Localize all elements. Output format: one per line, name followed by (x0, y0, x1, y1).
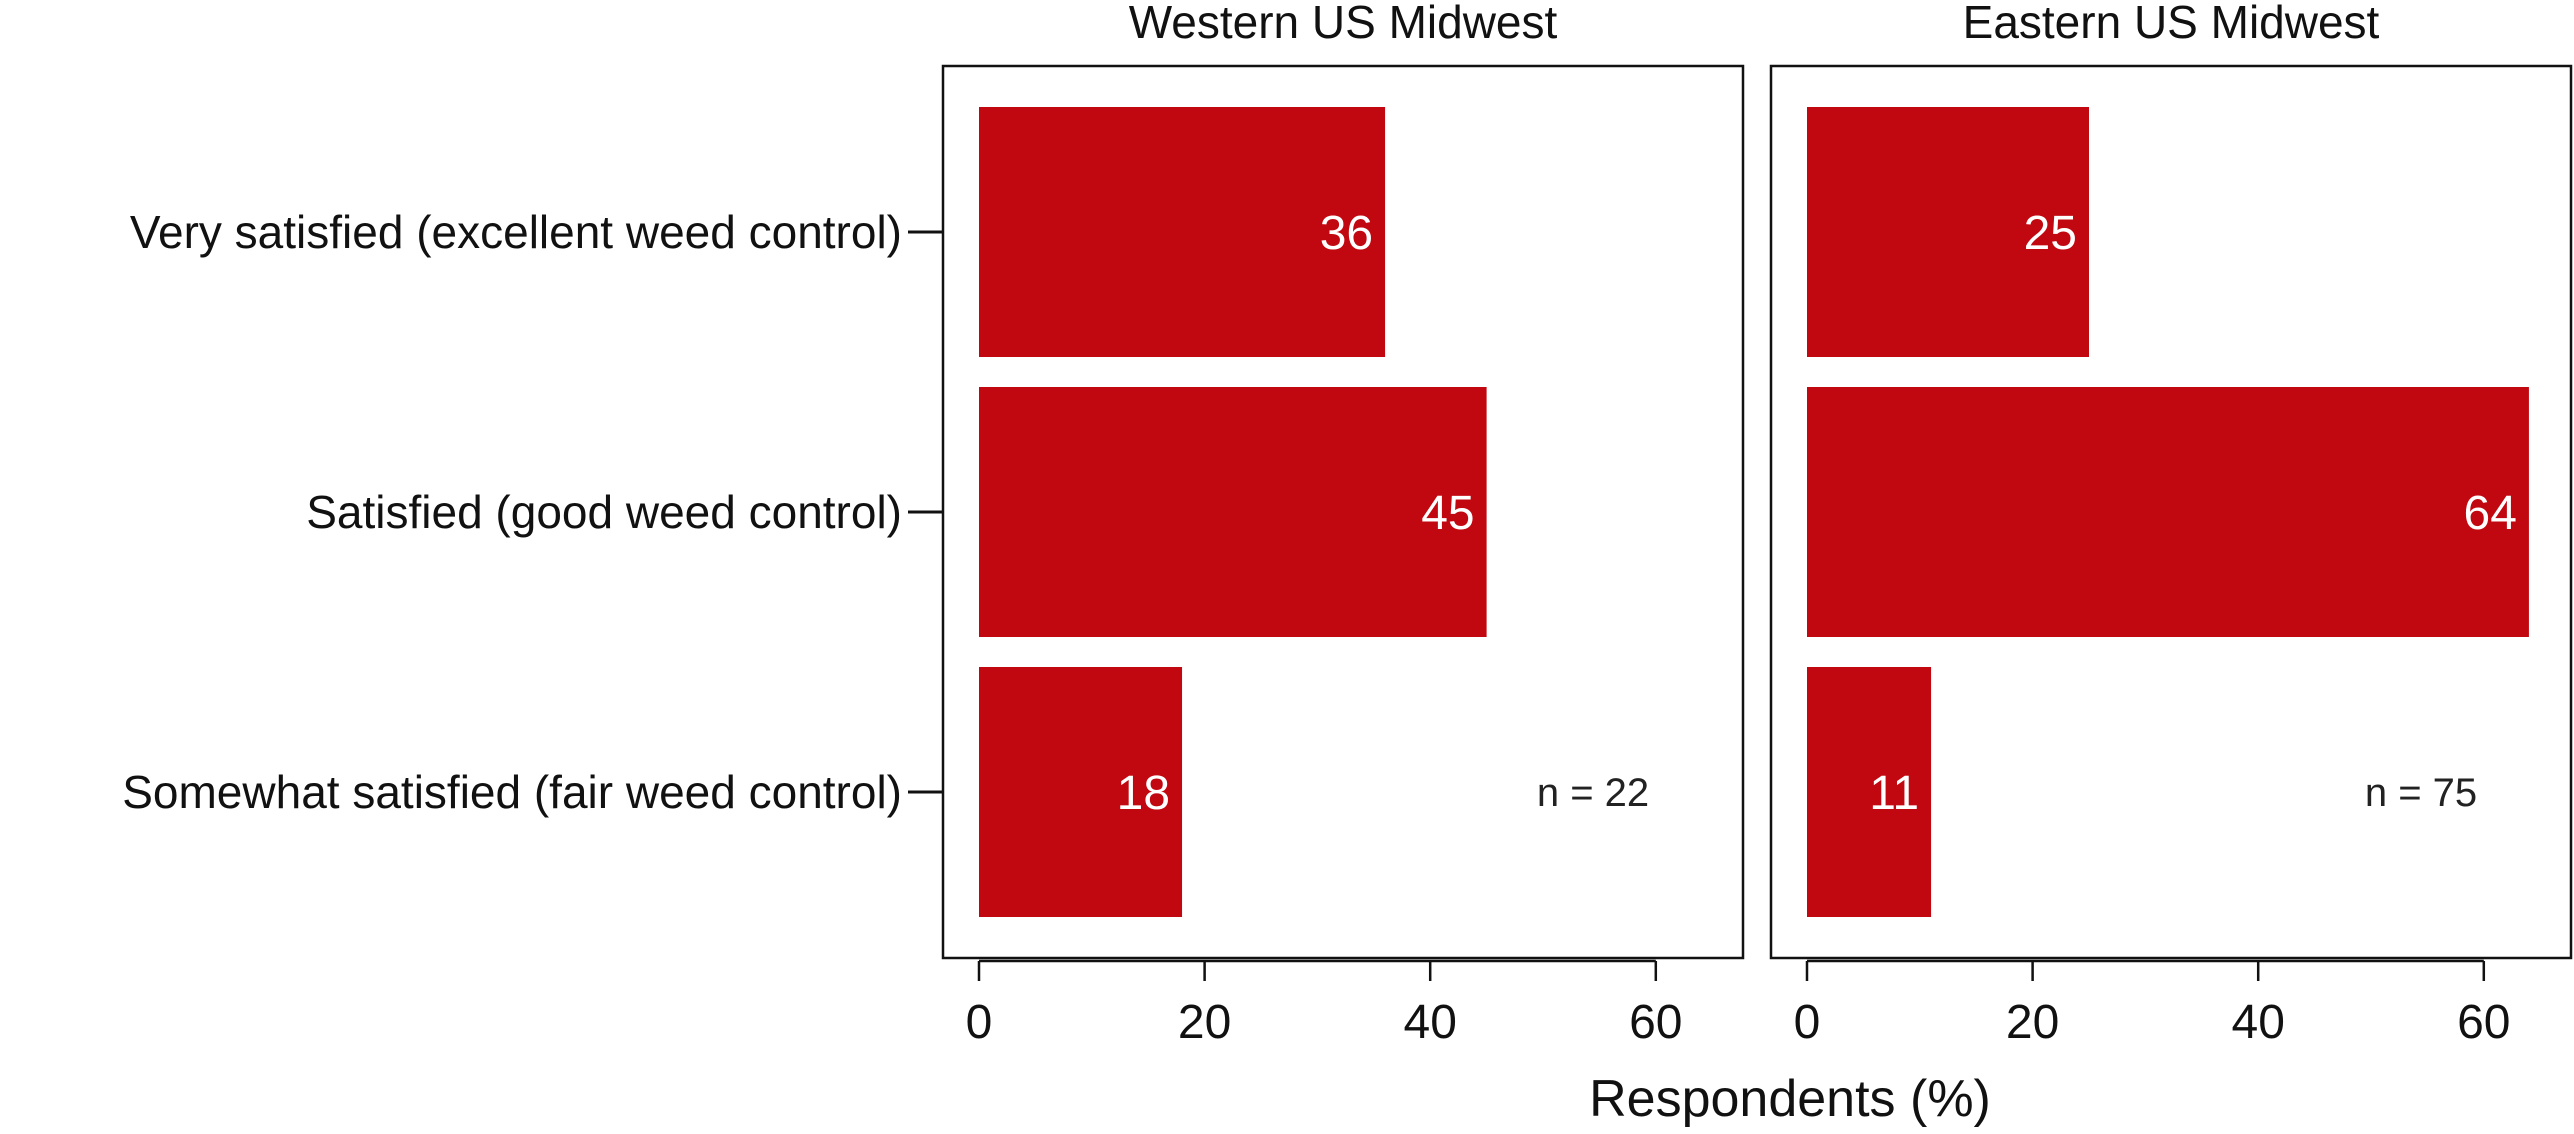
data-label: 64 (2464, 487, 2517, 540)
category-label: Somewhat satisfied (fair weed control) (122, 766, 902, 818)
panel-frame (1769, 64, 2573, 960)
x-tick-label: 0 (966, 996, 993, 1049)
sample-size-annotation: n = 22 (1537, 771, 1649, 815)
data-label: 45 (1421, 487, 1474, 540)
x-tick-label: 60 (1629, 996, 1682, 1049)
x-tick-label: 20 (2006, 996, 2059, 1049)
data-label: 25 (2024, 207, 2077, 260)
bar-3 (979, 667, 1183, 917)
panel-eastern: Eastern US Midwest 25 64 11 n = 75 0 20 40 60 (1769, 0, 2573, 1049)
x-tick-label: 60 (2457, 996, 2510, 1049)
bar-1 (1807, 107, 2089, 357)
category-label: Very satisfied (excellent weed control) (130, 206, 902, 258)
data-label: 11 (1869, 767, 1919, 820)
sample-size-annotation: n = 75 (2365, 771, 2477, 815)
x-tick-label: 20 (1178, 996, 1231, 1049)
panel-title: Western US Midwest (1129, 0, 1558, 48)
data-label: 36 (1320, 207, 1373, 260)
panel-title: Eastern US Midwest (1963, 0, 2380, 48)
x-axis-label: Respondents (%) (1589, 1070, 1991, 1128)
x-tick-label: 0 (1794, 996, 1821, 1049)
bar-1 (979, 107, 1386, 357)
bar-2 (1807, 387, 2529, 637)
x-tick-label: 40 (1404, 996, 1457, 1049)
bar-2 (979, 387, 1487, 637)
category-label: Satisfied (good weed control) (306, 486, 902, 538)
x-tick-label: 40 (2232, 996, 2285, 1049)
data-label: 18 (1117, 767, 1170, 820)
panel-western: Western US Midwest 36 45 18 n = 22 0 20 40 60 (941, 0, 1745, 1049)
bar-3 (1807, 667, 1932, 917)
